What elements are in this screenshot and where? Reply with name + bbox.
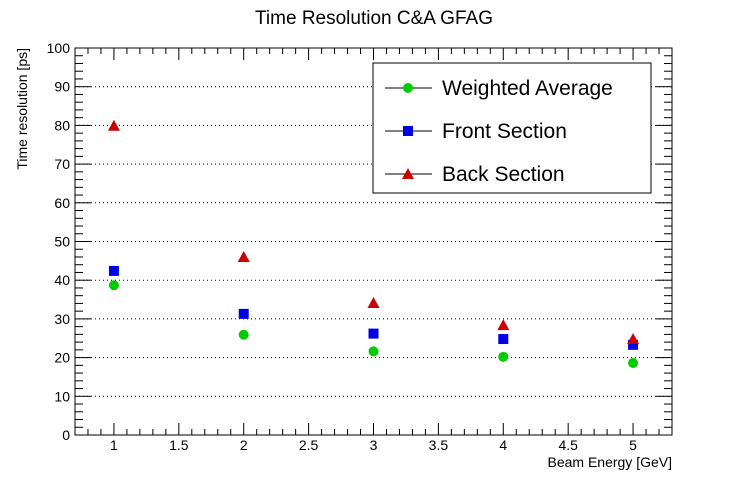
y-tick-label: 30 (54, 311, 70, 327)
back-section-point (107, 119, 120, 131)
x-tick-label: 3.5 (429, 437, 449, 453)
y-tick-label: 80 (54, 117, 70, 133)
x-tick-label: 5 (629, 437, 637, 453)
data-points (107, 119, 640, 369)
front-section-point (498, 334, 509, 345)
legend-marker-back-section (402, 168, 414, 179)
y-tick-label: 10 (54, 388, 70, 404)
y-tick-label: 60 (54, 195, 70, 211)
x-tick-label: 3 (370, 437, 378, 453)
y-tick-label: 0 (62, 427, 70, 443)
legend-items: Weighted Average Front Section Back Sectio… (385, 77, 613, 186)
y-tick-label: 70 (54, 156, 70, 172)
x-tick-label: 4 (499, 437, 507, 453)
back-section-point (237, 250, 250, 262)
back-section-point (497, 319, 510, 331)
x-tick-label: 2.5 (299, 437, 319, 453)
y-tick-label: 50 (54, 234, 70, 250)
front-section-point (628, 339, 639, 350)
y-tick-label: 20 (54, 350, 70, 366)
front-section-point (368, 328, 379, 339)
weighted-average-point (108, 280, 119, 291)
weighted-average-point (368, 346, 379, 357)
back-section-point (627, 333, 640, 345)
chart-title: Time Resolution C&A GFAG (255, 8, 493, 29)
weighted-average-point (498, 351, 509, 362)
weighted-average-point (628, 358, 639, 369)
y-tick-label: 100 (47, 40, 71, 56)
x-tick-label: 2 (240, 437, 248, 453)
x-tick-label: 1 (110, 437, 118, 453)
front-section-point (108, 265, 119, 276)
x-axis: 1 1.5 2 2.5 3 3.5 4 4.5 5 (87, 48, 660, 453)
legend-label-weighted-average: Weighted Average (442, 77, 613, 100)
legend-marker-front-section (403, 126, 413, 136)
y-tick-label: 90 (54, 79, 70, 95)
x-axis-label: Beam Energy [GeV] (547, 454, 672, 470)
y-axis-label: Time resolution [ps] (14, 48, 30, 170)
y-axis: 0 10 20 30 40 50 60 70 80 90 100 (47, 40, 672, 443)
weighted-average-point (238, 329, 249, 340)
legend-box (372, 62, 652, 194)
x-tick-label: 1.5 (169, 437, 189, 453)
legend-label-back-section: Back Section (442, 163, 565, 186)
legend-label-front-section: Front Section (442, 120, 567, 143)
back-section-point (367, 297, 380, 309)
y-tick-label: 40 (54, 272, 70, 288)
legend-marker-weighted-average (403, 83, 413, 93)
x-tick-label: 4.5 (558, 437, 578, 453)
front-section-point (238, 308, 249, 319)
legend: Weighted Average Front Section Back Sectio… (372, 62, 652, 194)
